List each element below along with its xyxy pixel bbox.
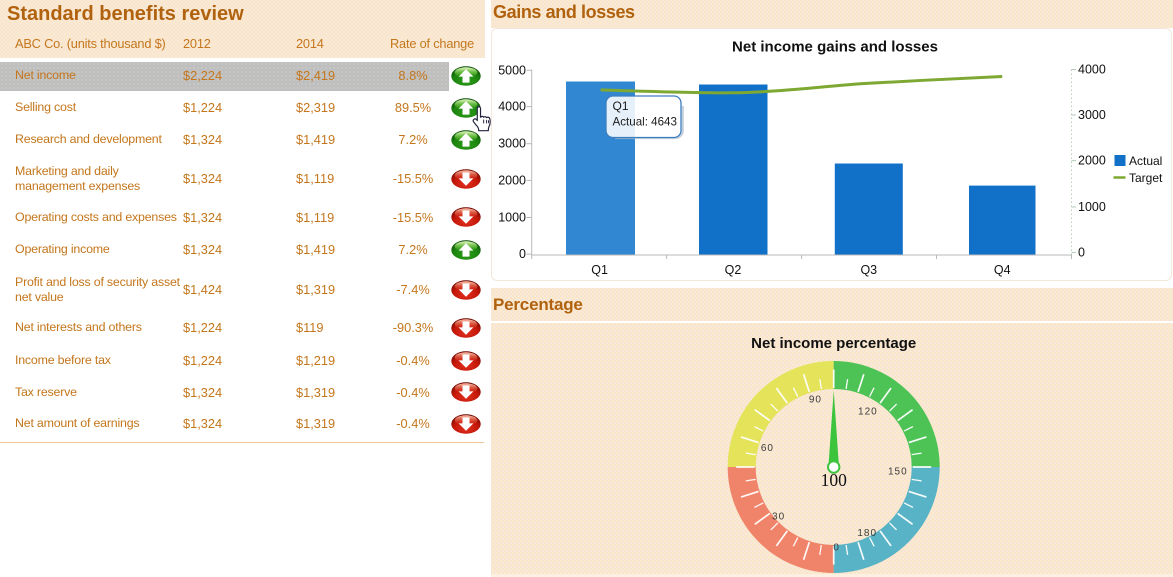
- svg-text:Net income percentage: Net income percentage: [751, 335, 916, 352]
- svg-text:0: 0: [1078, 246, 1085, 260]
- svg-text:Q4: Q4: [994, 263, 1011, 277]
- svg-text:120: 120: [858, 407, 878, 418]
- svg-text:4000: 4000: [498, 100, 526, 114]
- svg-text:180: 180: [857, 528, 877, 539]
- svg-text:0: 0: [519, 247, 526, 261]
- svg-text:Net income gains and losses: Net income gains and losses: [732, 39, 938, 56]
- svg-text:Actual: 4643: Actual: 4643: [613, 116, 677, 129]
- svg-text:4000: 4000: [1078, 63, 1106, 77]
- svg-text:Q3: Q3: [860, 263, 877, 277]
- svg-text:Q1: Q1: [591, 263, 608, 277]
- svg-text:0: 0: [833, 543, 840, 554]
- svg-text:Q1: Q1: [613, 99, 629, 113]
- svg-text:3000: 3000: [1078, 108, 1106, 122]
- svg-text:150: 150: [888, 467, 908, 478]
- svg-text:5000: 5000: [498, 63, 526, 77]
- svg-text:2000: 2000: [1078, 154, 1106, 168]
- svg-text:1000: 1000: [1078, 200, 1106, 214]
- svg-text:Target: Target: [1129, 171, 1163, 185]
- svg-text:60: 60: [761, 443, 774, 454]
- svg-text:90: 90: [809, 395, 822, 406]
- svg-text:100: 100: [821, 470, 848, 490]
- svg-text:30: 30: [772, 511, 785, 522]
- svg-text:1000: 1000: [498, 211, 526, 225]
- svg-text:Actual: Actual: [1129, 154, 1162, 168]
- svg-text:3000: 3000: [498, 137, 526, 151]
- svg-text:2000: 2000: [498, 173, 526, 187]
- svg-text:Q2: Q2: [725, 263, 742, 277]
